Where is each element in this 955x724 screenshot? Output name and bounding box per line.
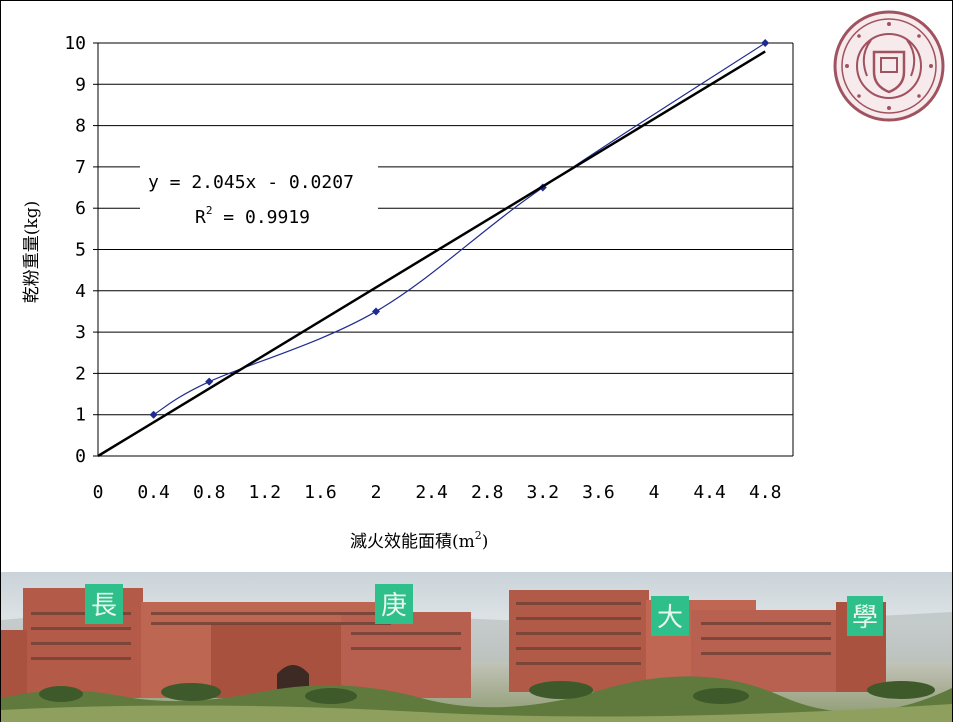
x-axis-title-tail: ) [482, 532, 489, 552]
y-tick-label: 10 [64, 33, 86, 54]
y-tick-label: 3 [75, 322, 86, 343]
equation-box-bg [140, 163, 378, 231]
sign-char-4: 學 [852, 603, 878, 633]
campus-photo: 長 庚 大 學 [1, 572, 952, 722]
data-point [372, 307, 380, 316]
y-tick-label: 9 [75, 74, 86, 95]
chart: 0 1 2 3 4 5 6 7 8 9 10 0 0.4 0.8 1.2 1.6 2 2.4 2.8 3.2 3.6 4 4… [22, 10, 945, 552]
x-tick-label: 2.8 [471, 482, 504, 503]
x-tick-label: 1.2 [249, 482, 282, 503]
r-squared-value: = 0.9919 [212, 207, 310, 228]
trendline-equation: y = 2.045x - 0.0207 [148, 172, 354, 193]
y-tick-label: 4 [75, 281, 86, 302]
x-tick-label: 3.2 [527, 482, 560, 503]
x-axis-title-superscript: 2 [475, 529, 482, 542]
y-axis-title: 乾粉重量(kg) [22, 201, 42, 303]
campus-signs: 長 庚 大 學 [85, 584, 883, 636]
x-tick-label: 0.4 [137, 482, 170, 503]
r-squared-superscript: 2 [206, 204, 213, 217]
y-tick-label: 5 [75, 240, 86, 261]
y-tick-label: 1 [75, 405, 86, 426]
y-tick-label: 7 [75, 157, 86, 178]
x-tick-label: 4 [649, 482, 660, 503]
tick-labels: 0 1 2 3 4 5 6 7 8 9 10 0 0.4 0.8 1.2 1.6 2 2.4 2.8 3.2 3.6 4 4… [64, 33, 781, 503]
sign-char-3: 大 [657, 603, 683, 633]
x-tick-label: 3.6 [582, 482, 615, 503]
y-tick-label: 6 [75, 198, 86, 219]
x-tick-label: 4.8 [749, 482, 782, 503]
y-tick-label: 0 [75, 446, 86, 467]
x-tick-label: 2.4 [415, 482, 448, 503]
x-tick-label: 2 [371, 482, 382, 503]
data-series [149, 39, 770, 419]
data-point [761, 39, 770, 47]
y-tick-label: 2 [75, 363, 86, 384]
data-point [205, 377, 214, 386]
university-seal [833, 10, 945, 122]
r-squared-prefix: R [195, 207, 206, 228]
campus-photo-drawing: 長 庚 大 學 [1, 584, 952, 722]
r-squared: R2 = 0.9919 [195, 204, 310, 228]
trendline-line [97, 50, 766, 458]
trendline [97, 50, 766, 458]
x-tick-label: 0 [93, 482, 104, 503]
x-axis-title: 滅火效能面積(m2) [350, 529, 488, 552]
sign-char-2: 庚 [381, 591, 407, 621]
x-tick-label: 4.4 [693, 482, 726, 503]
data-point [149, 410, 158, 419]
x-tick-label: 1.6 [304, 482, 337, 503]
sign-char-1: 長 [91, 591, 117, 621]
x-axis-title-main: 滅火效能面積(m [350, 532, 475, 552]
x-tick-label: 0.8 [193, 482, 226, 503]
y-tick-label: 8 [75, 116, 86, 137]
axes [93, 42, 793, 457]
